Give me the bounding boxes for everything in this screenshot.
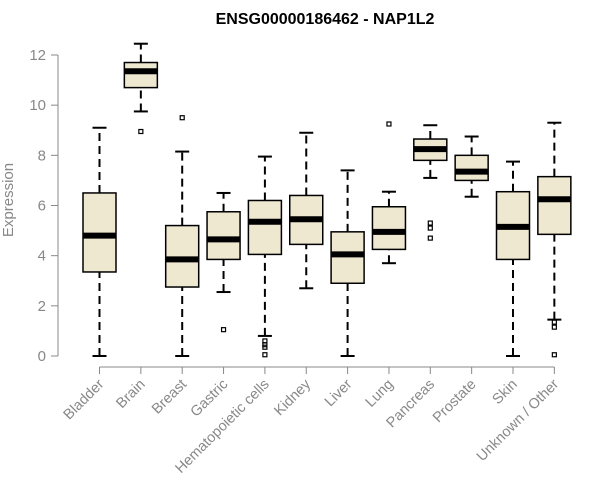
outlier-point	[427, 220, 433, 226]
outlier-point	[179, 115, 185, 121]
outlier-point	[427, 235, 433, 241]
box-group	[371, 121, 407, 265]
box-iqr	[537, 175, 572, 236]
y-tick-label: 10	[29, 97, 46, 114]
x-tick-label: Kidney	[271, 376, 314, 419]
y-tick-label: 12	[29, 47, 46, 64]
box-iqr	[247, 199, 283, 256]
box-group	[330, 169, 365, 357]
box-group	[289, 131, 324, 290]
x-tick-label: Bladder	[61, 376, 108, 423]
boxes-layer	[82, 42, 572, 358]
box-group	[413, 124, 448, 241]
outlier-point	[220, 327, 227, 333]
box-group	[247, 155, 283, 358]
box-iqr	[330, 231, 365, 285]
box-iqr	[82, 192, 117, 273]
y-tick-label: 6	[38, 198, 46, 215]
box-group	[495, 160, 531, 357]
outlier-point	[551, 319, 557, 325]
outlier-point	[138, 128, 144, 135]
box-iqr	[123, 61, 159, 89]
box-iqr	[454, 154, 489, 182]
y-tick-label: 4	[38, 248, 46, 265]
x-tick-label: Breast	[149, 377, 190, 418]
x-tick-label: Skin	[490, 377, 521, 408]
box-group	[82, 126, 117, 357]
box-group	[454, 135, 489, 198]
y-tick-label: 8	[38, 147, 46, 164]
outlier-point	[386, 121, 392, 127]
box-iqr	[206, 211, 241, 261]
box-group	[164, 115, 200, 357]
outlier-point	[551, 352, 557, 358]
outlier-point	[427, 225, 433, 231]
chart-title: ENSG00000186462 - NAP1L2	[216, 11, 435, 28]
box-iqr	[371, 206, 407, 251]
outlier-point	[262, 344, 268, 350]
box-group	[206, 191, 241, 333]
x-tick-label: Lung	[363, 377, 397, 411]
y-tick-label: 2	[38, 298, 46, 315]
box-group	[123, 42, 159, 135]
box-iqr	[164, 224, 200, 288]
outlier-point	[262, 352, 268, 358]
y-axis-label: Expression	[0, 163, 17, 237]
x-tick-label: Brain	[113, 377, 148, 412]
outlier-point	[551, 324, 557, 330]
y-axis: 0 2 4 6 8 10 12	[29, 47, 59, 365]
x-tick-label: Liver	[322, 376, 356, 410]
box-group	[537, 121, 572, 358]
y-tick-label: 0	[38, 348, 46, 365]
x-tick-label: Prostate	[430, 377, 479, 426]
